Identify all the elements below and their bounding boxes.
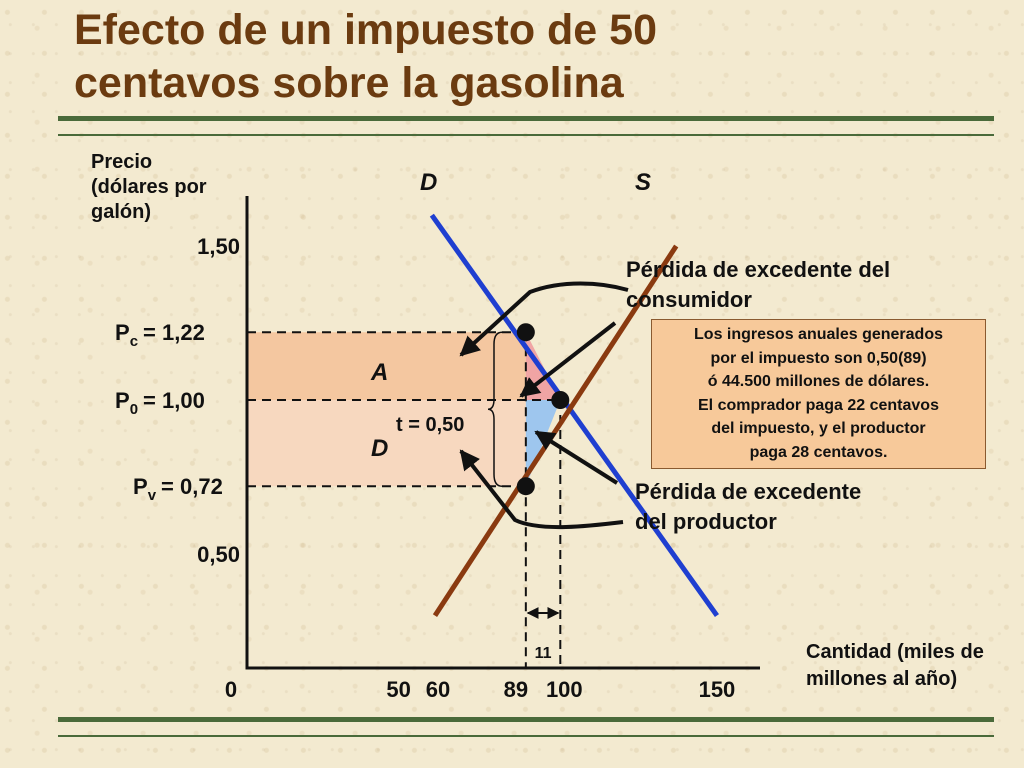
y-axis-label: Precio (dólares por galón) [91, 151, 207, 223]
x-tick-label: 60 [426, 677, 450, 702]
tax-label: t = 0,50 [396, 414, 464, 436]
axes [245, 196, 760, 670]
tax-revenue-note: Los ingresos anuales generados por el im… [651, 319, 986, 469]
y-tick-labels: 1,50 0,50 [197, 234, 240, 567]
page-title: Efecto de un impuesto de 50 centavos sob… [74, 4, 657, 110]
consumer-loss-label: Pérdida de excedente del consumidor [626, 257, 890, 312]
labels: Precio (dólares por galón) 1,50 0,50 0 50 60 8… [91, 151, 984, 702]
note-line: paga 28 centavos. [749, 443, 888, 461]
y-tick-label: 1,50 [197, 234, 240, 259]
x-axis-label-line: millones al año) [806, 668, 957, 690]
price-level-label: P0 = 1,00 [115, 388, 205, 418]
y-axis-label-line: galón) [91, 201, 151, 223]
callout-arrows [459, 281, 629, 619]
title-rule-bottom [58, 134, 994, 136]
point-consumer-price [516, 323, 535, 342]
title-line-1: Efecto de un impuesto de 50 [74, 6, 657, 54]
x-tick-label: 50 [386, 677, 410, 702]
arrow-to-area-d [459, 449, 624, 530]
price-level-value: = 1,22 [143, 320, 205, 345]
demand-line [429, 213, 719, 618]
note-line: ó 44.500 millones de dólares. [707, 373, 930, 390]
x-axis-label: Cantidad (miles de millones al año) [806, 641, 984, 690]
arrow-to-producer-loss [534, 430, 619, 485]
price-level-value: = 0,72 [161, 474, 223, 499]
x-tick-label: 89 [504, 677, 528, 702]
y-axis-label-line: (dólares por [91, 176, 207, 198]
price-level-subscript: v [148, 487, 157, 504]
note-line: El comprador paga 22 centavos [698, 396, 939, 414]
quantity-change-label: 11 [535, 645, 552, 662]
note-line: por el impuesto son 0,50(89) [710, 349, 927, 367]
price-level-subscript: c [130, 333, 138, 350]
supply-line [432, 244, 679, 617]
price-level-symbol: P [115, 320, 130, 345]
price-level-label: Pc = 1,22 [115, 320, 205, 350]
price-level-subscript: 0 [130, 401, 138, 418]
arrow-to-consumer-loss [519, 321, 617, 398]
price-level-value: = 1,00 [143, 388, 205, 413]
supply-label: S [635, 169, 651, 196]
price-level-symbol: P [133, 474, 148, 499]
price-level-label: Pv = 0,72 [133, 474, 223, 504]
x-tick-labels: 0 50 60 89 100 150 [225, 677, 735, 702]
producer-loss-label-line: del productor [635, 509, 777, 534]
note-line: del impuesto, y el productor [711, 420, 926, 437]
footer-rule-bottom [58, 735, 994, 737]
title-line-2: centavos sobre la gasolina [74, 59, 624, 107]
x-tick-label: 100 [546, 677, 583, 702]
producer-loss-label-line: Pérdida de excedente [635, 479, 861, 504]
area-a-fill [247, 332, 526, 400]
x-tick-label: 150 [699, 677, 736, 702]
area-d-fill [247, 400, 526, 487]
fills-layer [247, 332, 561, 487]
points-layer [516, 323, 570, 496]
footer-rule-top [58, 717, 994, 722]
note-line: Los ingresos anuales generados [694, 326, 943, 343]
x-tick-label: 0 [225, 677, 237, 702]
y-tick-label: 0,50 [197, 542, 240, 567]
x-axis-label-line: Cantidad (miles de [806, 641, 984, 663]
demand-label: D [420, 169, 437, 196]
y-axis-label-line: Precio [91, 151, 152, 173]
consumer-loss-label-line: Pérdida de excedente del [626, 257, 890, 282]
price-level-symbol: P [115, 388, 130, 413]
point-equilibrium [551, 391, 570, 409]
arrow-to-area-a [459, 281, 629, 357]
area-a-label: A [370, 359, 388, 386]
producer-loss-label: Pérdida de excedente del productor [635, 479, 861, 534]
tax-brace [487, 331, 503, 487]
area-d-label: D [371, 435, 388, 462]
consumer-loss-label-line: consumidor [626, 287, 752, 312]
guides-layer [247, 331, 562, 668]
point-seller-price [516, 477, 535, 496]
title-rule-top [58, 116, 994, 121]
